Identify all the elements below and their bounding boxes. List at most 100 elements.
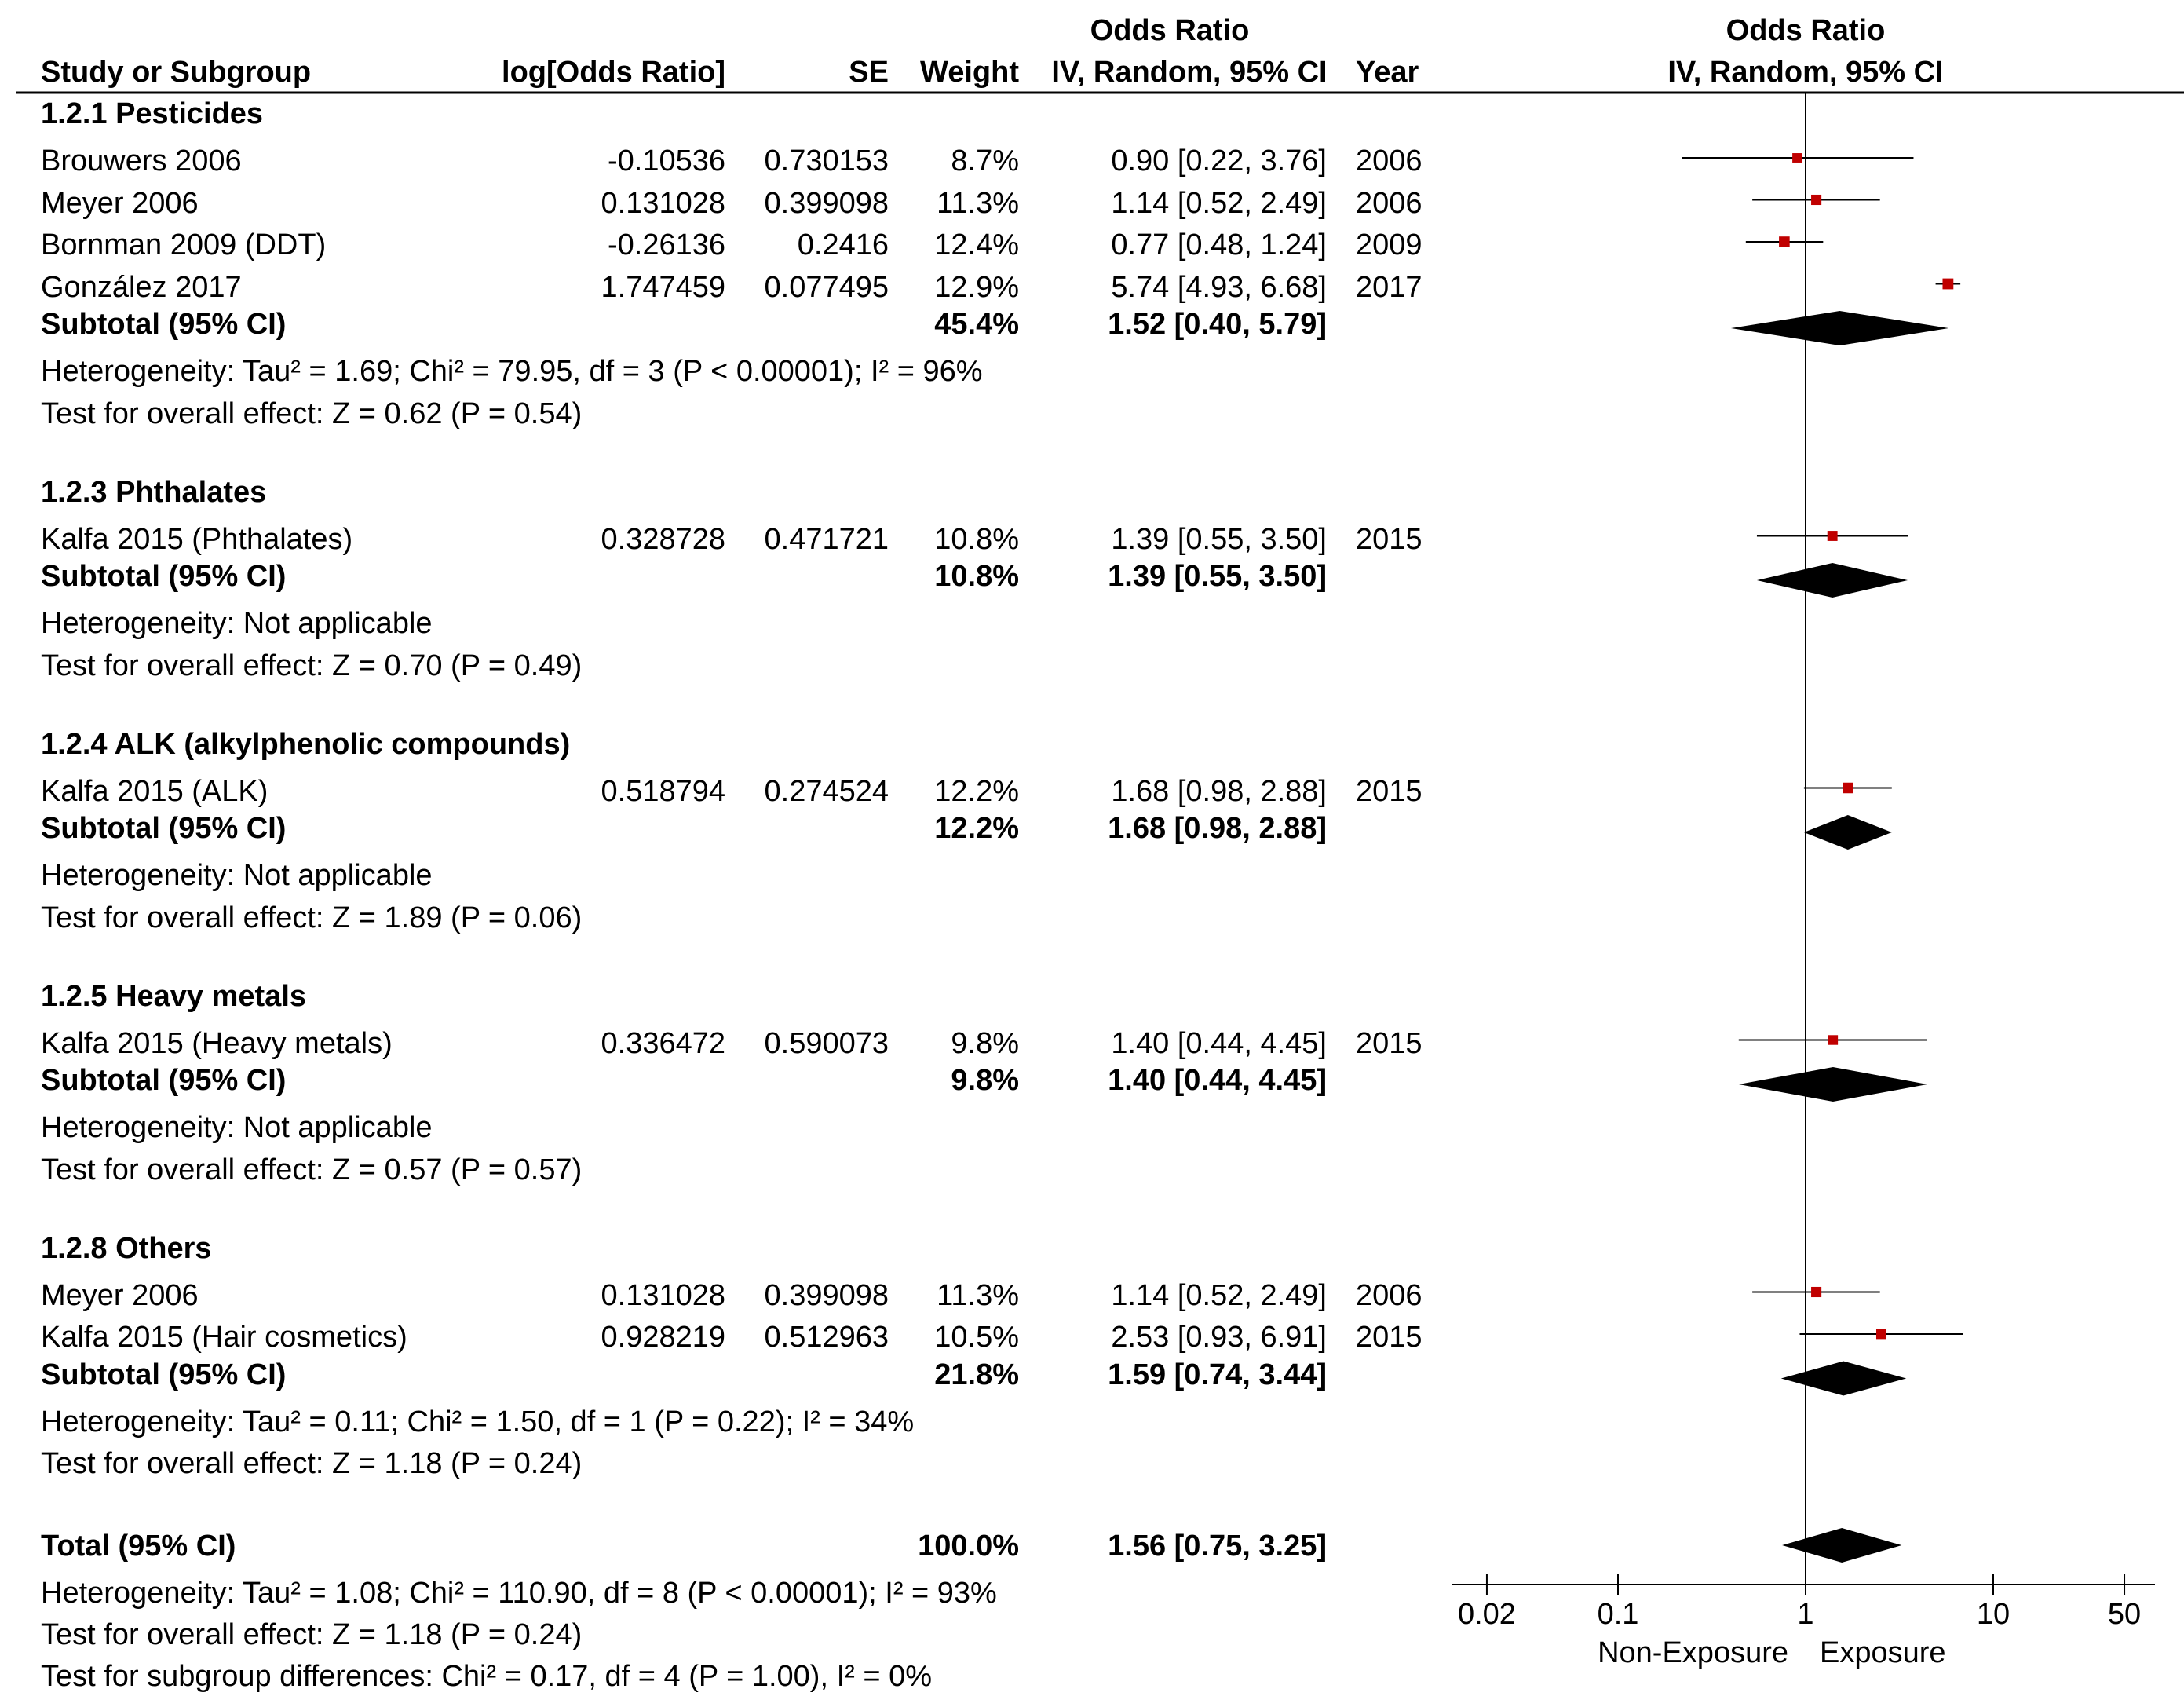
study-se: 0.077495: [764, 270, 889, 304]
study-marker: [1942, 278, 1954, 290]
study-marker: [1792, 153, 1802, 163]
heterogeneity-text: Heterogeneity: Not applicable: [41, 1111, 433, 1144]
subtotal-weight: 21.8%: [934, 1358, 1019, 1391]
subgroup-title: 1.2.5 Heavy metals: [41, 979, 307, 1013]
plot-header-bottom: IV, Random, 95% CI: [1667, 56, 1944, 89]
study-weight: 8.7%: [951, 144, 1019, 177]
study-logor: -0.10536: [607, 144, 725, 177]
study-name: González 2017: [41, 270, 242, 304]
total-weight: 100.0%: [918, 1530, 1019, 1563]
study-name: Kalfa 2015 (Phthalates): [41, 522, 353, 556]
study-ci: 1.14 [0.52, 2.49]: [1111, 186, 1327, 220]
study-ci: 5.74 [4.93, 6.68]: [1111, 270, 1327, 304]
subtotal-label: Subtotal (95% CI): [41, 560, 287, 593]
total-label: Total (95% CI): [41, 1530, 236, 1563]
col-header-study: Study or Subgroup: [41, 56, 312, 89]
subgroup-title: 1.2.1 Pesticides: [41, 97, 264, 130]
study-year: 2006: [1356, 144, 1423, 177]
study-name: Kalfa 2015 (Hair cosmetics): [41, 1321, 407, 1354]
study-year: 2015: [1356, 1026, 1423, 1060]
study-marker: [1828, 1035, 1839, 1045]
subgroup-title: 1.2.4 ALK (alkylphenolic compounds): [41, 727, 571, 761]
pooled-diamond: [1738, 1067, 1927, 1102]
study-name: Kalfa 2015 (ALK): [41, 774, 268, 808]
subgroup-differences: Test for subgroup differences: Chi² = 0.…: [41, 1660, 933, 1693]
subtotal-label: Subtotal (95% CI): [41, 812, 287, 845]
study-se: 0.399098: [764, 1278, 889, 1312]
study-logor: 0.131028: [601, 186, 726, 220]
study-se: 0.512963: [764, 1321, 889, 1354]
study-marker: [1811, 194, 1822, 206]
subtotal-weight: 12.2%: [934, 812, 1019, 845]
subtotal-weight: 45.4%: [934, 308, 1019, 341]
x-tick-label: 50: [2108, 1598, 2141, 1631]
study-year: 2006: [1356, 186, 1423, 220]
study-weight: 12.4%: [934, 228, 1019, 261]
study-logor: 0.131028: [601, 1278, 726, 1312]
total-heterogeneity: Heterogeneity: Tau² = 1.08; Chi² = 110.9…: [41, 1577, 997, 1610]
study-name: Bornman 2009 (DDT): [41, 228, 327, 261]
plot-header-top: Odds Ratio: [1726, 14, 1886, 47]
subtotal-weight: 10.8%: [934, 560, 1019, 593]
study-logor: 1.747459: [601, 270, 726, 304]
study-weight: 11.3%: [937, 186, 1019, 220]
x-tick-label: 1: [1797, 1598, 1813, 1631]
subtotal-ci: 1.52 [0.40, 5.79]: [1108, 308, 1327, 341]
study-ci: 0.77 [0.48, 1.24]: [1111, 228, 1327, 261]
overall-effect-text: Test for overall effect: Z = 1.18 (P = 0…: [41, 1447, 583, 1480]
x-tick-label: 0.1: [1598, 1598, 1639, 1631]
study-ci: 1.68 [0.98, 2.88]: [1111, 774, 1327, 808]
subtotal-weight: 9.8%: [951, 1064, 1019, 1097]
overall-effect-text: Test for overall effect: Z = 0.57 (P = 0…: [41, 1153, 583, 1186]
study-logor: 0.518794: [601, 774, 726, 808]
subgroup-title: 1.2.8 Others: [41, 1231, 212, 1265]
study-marker: [1875, 1329, 1886, 1340]
total-overall-effect: Test for overall effect: Z = 1.18 (P = 0…: [41, 1618, 583, 1651]
overall-effect-text: Test for overall effect: Z = 1.89 (P = 0…: [41, 901, 583, 934]
study-se: 0.590073: [764, 1026, 889, 1060]
study-ci: 1.39 [0.55, 3.50]: [1111, 522, 1327, 556]
study-name: Meyer 2006: [41, 1278, 199, 1312]
pooled-diamond: [1780, 1361, 1907, 1396]
heterogeneity-text: Heterogeneity: Tau² = 1.69; Chi² = 79.95…: [41, 355, 983, 388]
heterogeneity-text: Heterogeneity: Not applicable: [41, 859, 433, 892]
subtotal-ci: 1.59 [0.74, 3.44]: [1108, 1358, 1327, 1391]
col-header-se: SE: [849, 56, 889, 89]
study-year: 2009: [1356, 228, 1423, 261]
study-se: 0.471721: [764, 522, 889, 556]
col-header-weight: Weight: [920, 56, 1019, 89]
pooled-diamond: [1730, 311, 1949, 345]
study-weight: 12.9%: [934, 270, 1019, 304]
overall-effect-text: Test for overall effect: Z = 0.70 (P = 0…: [41, 649, 583, 682]
subtotal-label: Subtotal (95% CI): [41, 1064, 287, 1097]
subgroup-title: 1.2.3 Phthalates: [41, 475, 267, 509]
study-se: 0.2416: [797, 228, 889, 261]
study-logor: 0.336472: [601, 1026, 726, 1060]
pooled-diamond: [1782, 1528, 1902, 1563]
overall-effect-text: Test for overall effect: Z = 0.62 (P = 0…: [41, 397, 583, 430]
study-ci: 0.90 [0.22, 3.76]: [1111, 144, 1327, 177]
subtotal-label: Subtotal (95% CI): [41, 308, 287, 341]
x-tick-label: 10: [1977, 1598, 2010, 1631]
study-weight: 12.2%: [934, 774, 1019, 808]
study-name: Meyer 2006: [41, 186, 199, 220]
study-ci: 1.14 [0.52, 2.49]: [1111, 1278, 1327, 1312]
study-year: 2015: [1356, 522, 1423, 556]
study-weight: 10.5%: [934, 1321, 1019, 1354]
pooled-diamond: [1756, 563, 1908, 598]
pooled-diamond: [1803, 815, 1892, 850]
col-header-year: Year: [1356, 56, 1419, 89]
study-name: Brouwers 2006: [41, 144, 242, 177]
study-weight: 10.8%: [934, 522, 1019, 556]
subtotal-ci: 1.40 [0.44, 4.45]: [1108, 1064, 1327, 1097]
study-name: Kalfa 2015 (Heavy metals): [41, 1026, 393, 1060]
study-ci: 1.40 [0.44, 4.45]: [1111, 1026, 1327, 1060]
study-logor: 0.928219: [601, 1321, 726, 1354]
study-marker: [1779, 236, 1790, 247]
col-header-logor: log[Odds Ratio]: [502, 56, 725, 89]
study-weight: 9.8%: [951, 1026, 1019, 1060]
col-header-or-bottom: IV, Random, 95% CI: [1051, 56, 1328, 89]
study-se: 0.274524: [764, 774, 889, 808]
study-marker: [1827, 531, 1838, 541]
